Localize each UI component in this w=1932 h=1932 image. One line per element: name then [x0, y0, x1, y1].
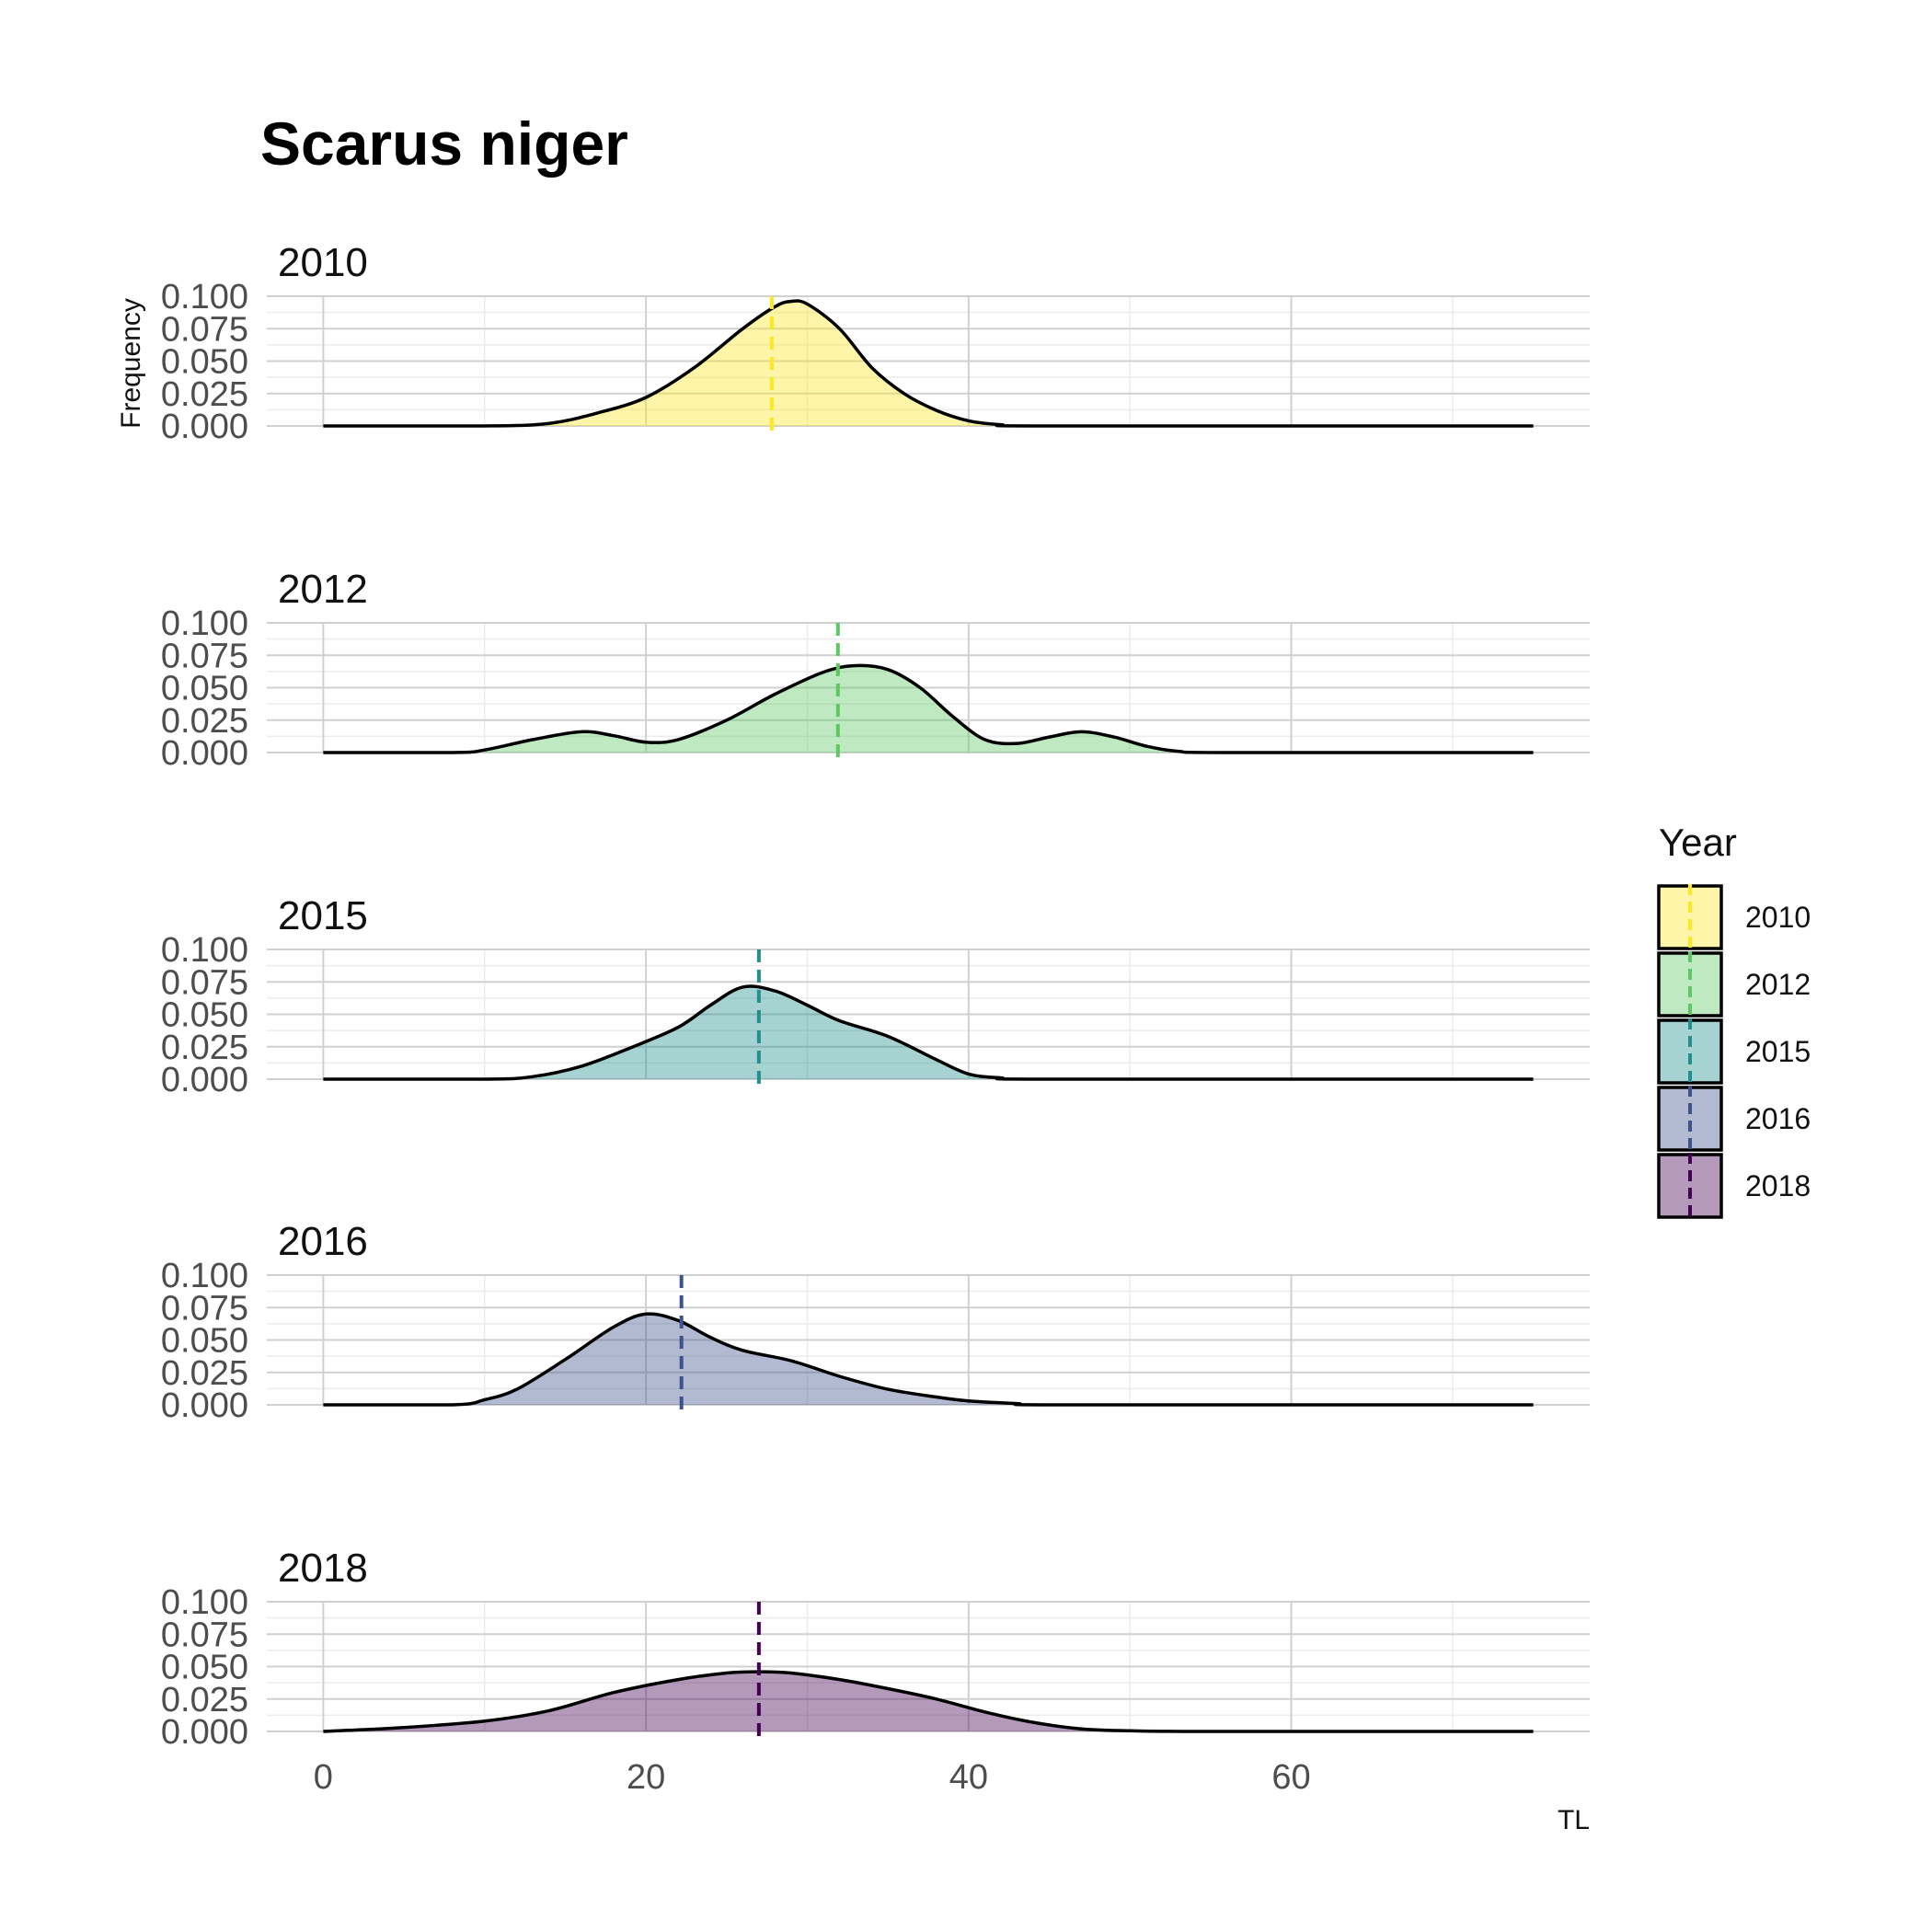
legend: Year 2010 2012 2015 2016 2018	[1657, 821, 1811, 1219]
density-line-2012	[323, 663, 1534, 754]
y-axis-title: Frequency	[116, 298, 146, 429]
legend-item-2018: 2018	[1657, 1153, 1811, 1219]
y-tick-label: 0.100	[161, 1257, 248, 1295]
density-area-2018	[323, 1672, 1534, 1731]
legend-label-2018: 2018	[1745, 1169, 1811, 1202]
y-tick-label: 0.000	[161, 1061, 248, 1099]
legend-label-2010: 2010	[1745, 901, 1811, 934]
y-tick-label: 0.075	[161, 1289, 248, 1328]
y-tick-label: 0.000	[161, 1713, 248, 1752]
y-tick-label: 0.050	[161, 670, 248, 708]
facet-label-2012: 2012	[278, 567, 368, 612]
legend-title: Year	[1659, 821, 1737, 864]
y-tick-label: 0.000	[161, 1386, 248, 1425]
y-tick-label: 0.100	[161, 931, 248, 970]
legend-label-2012: 2012	[1745, 968, 1811, 1001]
density-line-2016	[323, 1312, 1534, 1407]
y-tick-label: 0.025	[161, 1029, 248, 1067]
facet-label-2015: 2015	[278, 893, 368, 938]
y-tick-label: 0.050	[161, 1649, 248, 1687]
x-tick-label: 60	[1271, 1758, 1310, 1797]
density-line-2010	[323, 299, 1534, 428]
x-axis: 0 20 40 60	[314, 1758, 1311, 1797]
x-tick-label: 40	[949, 1758, 988, 1797]
x-axis-title: TL	[1558, 1805, 1590, 1835]
legend-label-2016: 2016	[1745, 1102, 1811, 1135]
legend-item-2016: 2016	[1657, 1086, 1811, 1152]
legend-item-2015: 2015	[1657, 1018, 1811, 1085]
density-area-2015	[323, 985, 1534, 1079]
density-line-2015	[323, 984, 1534, 1081]
legend-item-2010: 2010	[1657, 884, 1811, 950]
facet-label-2010: 2010	[278, 240, 368, 285]
y-tick-label: 0.000	[161, 734, 248, 773]
density-line-2018	[323, 1670, 1534, 1733]
facet-panels: 20100.0000.0250.0500.0750.10020120.0000.…	[161, 240, 1590, 1752]
y-tick-label: 0.050	[161, 996, 248, 1035]
y-tick-label: 0.100	[161, 278, 248, 316]
y-tick-label: 0.050	[161, 343, 248, 382]
density-area-2012	[323, 665, 1534, 753]
x-tick-label: 20	[627, 1758, 665, 1797]
y-tick-label: 0.075	[161, 963, 248, 1002]
x-tick-label: 0	[314, 1758, 333, 1797]
legend-label-2015: 2015	[1745, 1035, 1811, 1068]
density-area-2016	[323, 1314, 1534, 1405]
legend-item-2012: 2012	[1657, 951, 1811, 1018]
y-tick-label: 0.075	[161, 637, 248, 675]
y-tick-label: 0.100	[161, 604, 248, 643]
y-tick-label: 0.075	[161, 1616, 248, 1654]
y-tick-label: 0.025	[161, 702, 248, 741]
y-tick-label: 0.100	[161, 1583, 248, 1622]
legend-keys: 2010 2012 2015 2016 2018	[1657, 884, 1811, 1219]
y-tick-label: 0.050	[161, 1322, 248, 1361]
y-tick-label: 0.025	[161, 1354, 248, 1393]
y-tick-label: 0.000	[161, 408, 248, 446]
y-tick-label: 0.025	[161, 1681, 248, 1719]
y-tick-label: 0.075	[161, 310, 248, 349]
y-tick-label: 0.025	[161, 375, 248, 414]
facet-label-2018: 2018	[278, 1546, 368, 1591]
chart-title: Scarus niger	[260, 109, 628, 178]
facet-label-2016: 2016	[278, 1219, 368, 1264]
